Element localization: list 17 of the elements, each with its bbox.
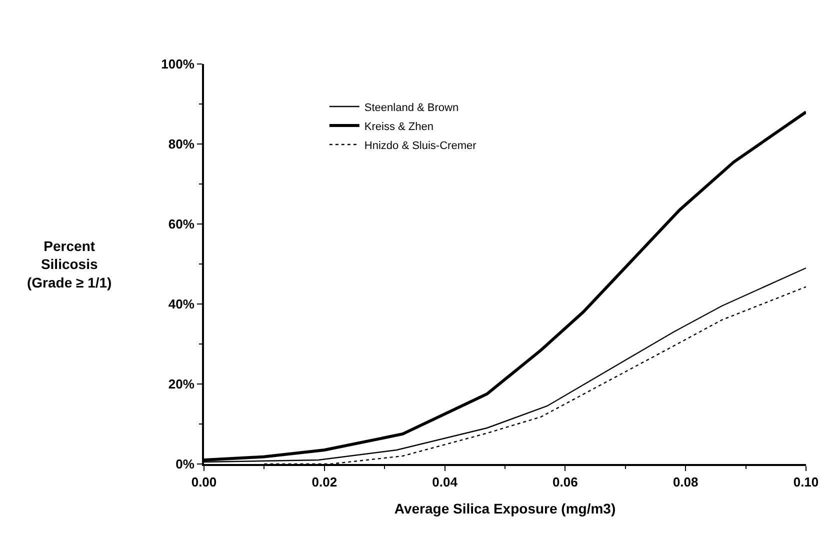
x-tick-label: 0.08: [672, 474, 698, 490]
y-axis-title: Percent Silicosis (Grade ≥ 1/1): [27, 238, 112, 290]
y-tick-label: 0%: [176, 456, 195, 472]
y-tick-label: 40%: [168, 296, 195, 312]
x-axis-title: Average Silica Exposure (mg/m3): [394, 500, 616, 516]
x-tick-label: 0.10: [793, 474, 819, 490]
x-tick-label: 0.06: [552, 474, 578, 490]
legend-label: Steenland & Brown: [364, 102, 459, 114]
x-tick-label: 0.04: [432, 474, 458, 490]
y-tick-label: 100%: [161, 56, 195, 72]
legend-label: Hnizdo & Sluis-Cremer: [364, 140, 477, 152]
legend-label: Kreiss & Zhen: [364, 120, 434, 133]
x-tick-label: 0.00: [191, 474, 217, 490]
y-tick-label: 60%: [168, 216, 195, 232]
x-tick-label: 0.02: [312, 474, 338, 490]
y-tick-label: 80%: [168, 136, 195, 152]
y-tick-label: 20%: [168, 376, 195, 392]
